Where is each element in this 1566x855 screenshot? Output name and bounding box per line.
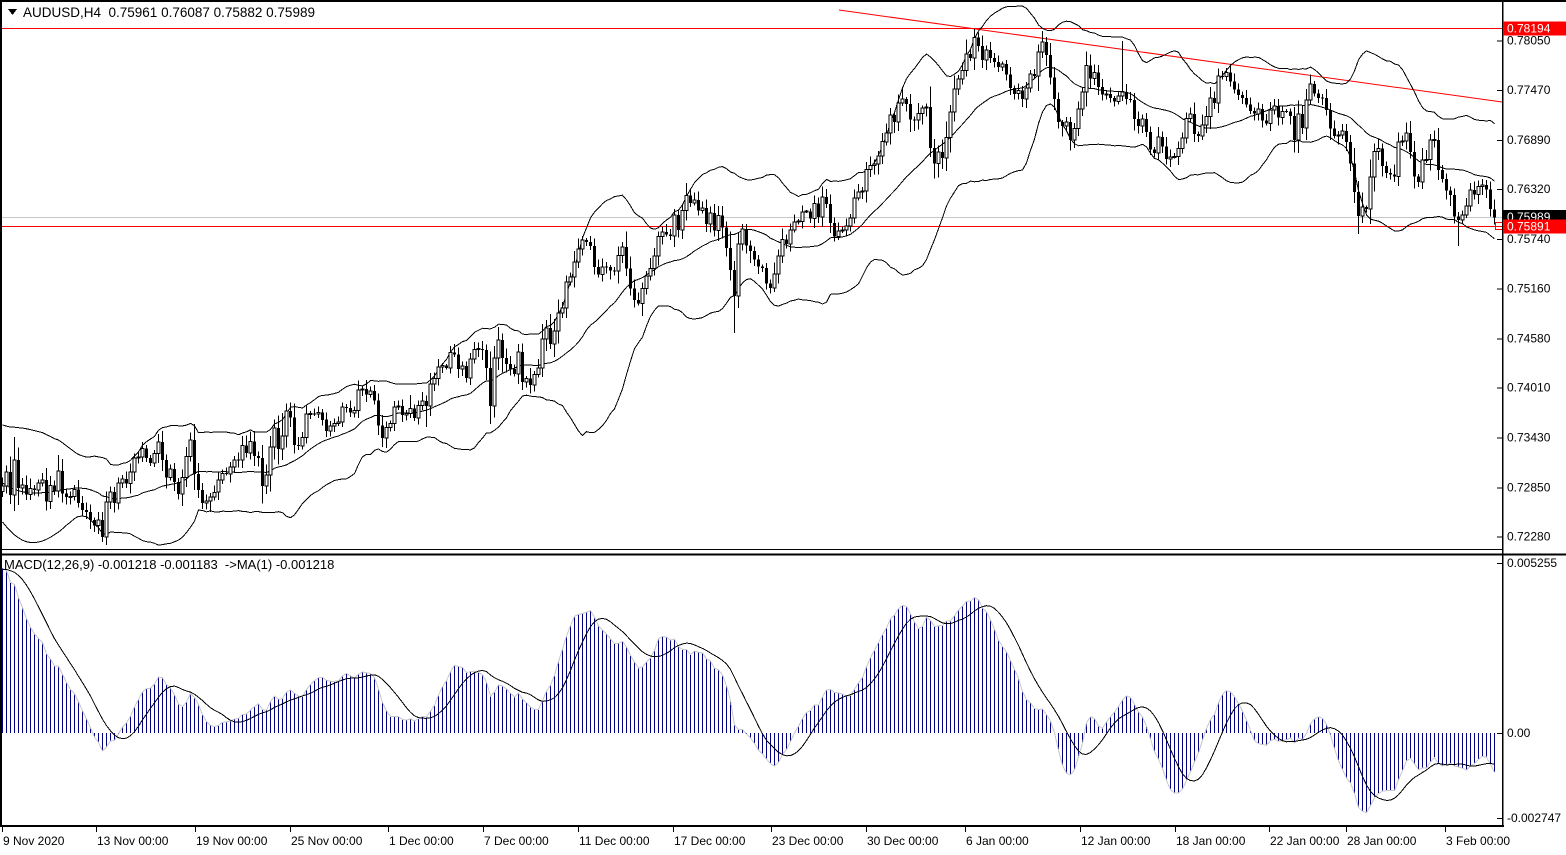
- svg-text:0.75740: 0.75740: [1507, 232, 1551, 246]
- svg-text:0.76320: 0.76320: [1507, 182, 1551, 196]
- svg-text:7 Dec 00:00: 7 Dec 00:00: [484, 834, 549, 848]
- svg-text:23 Dec 00:00: 23 Dec 00:00: [772, 834, 844, 848]
- svg-text:30 Dec 00:00: 30 Dec 00:00: [867, 834, 939, 848]
- svg-text:28 Jan 00:00: 28 Jan 00:00: [1347, 834, 1417, 848]
- svg-text:0.00: 0.00: [1507, 726, 1531, 740]
- svg-text:0.74580: 0.74580: [1507, 332, 1551, 346]
- svg-text:22 Jan 00:00: 22 Jan 00:00: [1270, 834, 1340, 848]
- svg-text:0.005255: 0.005255: [1507, 556, 1557, 570]
- svg-text:0.77470: 0.77470: [1507, 83, 1551, 97]
- svg-text:3 Feb 00:00: 3 Feb 00:00: [1446, 834, 1510, 848]
- svg-text:13 Nov 00:00: 13 Nov 00:00: [97, 834, 169, 848]
- svg-text:18 Jan 00:00: 18 Jan 00:00: [1176, 834, 1246, 848]
- svg-text:0.75160: 0.75160: [1507, 282, 1551, 296]
- svg-text:9 Nov 2020: 9 Nov 2020: [3, 834, 65, 848]
- svg-text:25 Nov 00:00: 25 Nov 00:00: [291, 834, 363, 848]
- svg-text:19 Nov 00:00: 19 Nov 00:00: [196, 834, 268, 848]
- svg-text:0.72850: 0.72850: [1507, 480, 1551, 494]
- svg-text:0.74010: 0.74010: [1507, 381, 1551, 395]
- svg-text:0.72280: 0.72280: [1507, 529, 1551, 543]
- svg-text:MACD(12,26,9) -0.001218 -0.001: MACD(12,26,9) -0.001218 -0.001183 ->MA(1…: [4, 557, 334, 572]
- svg-text:AUDUSD,H4 0.75961 0.76087 0.7: AUDUSD,H4 0.75961 0.76087 0.75882 0.7598…: [23, 5, 315, 20]
- svg-text:11 Dec 00:00: 11 Dec 00:00: [579, 834, 650, 848]
- svg-text:17 Dec 00:00: 17 Dec 00:00: [674, 834, 746, 848]
- svg-text:-0.002747: -0.002747: [1507, 811, 1561, 825]
- svg-text:1 Dec 00:00: 1 Dec 00:00: [389, 834, 454, 848]
- svg-text:0.76890: 0.76890: [1507, 133, 1551, 147]
- svg-text:0.73430: 0.73430: [1507, 431, 1551, 445]
- svg-text:12 Jan 00:00: 12 Jan 00:00: [1081, 834, 1151, 848]
- svg-text:0.78194: 0.78194: [1507, 22, 1551, 36]
- svg-text:6 Jan 00:00: 6 Jan 00:00: [966, 834, 1029, 848]
- svg-text:0.75891: 0.75891: [1507, 220, 1551, 234]
- svg-text:0.78050: 0.78050: [1507, 33, 1551, 47]
